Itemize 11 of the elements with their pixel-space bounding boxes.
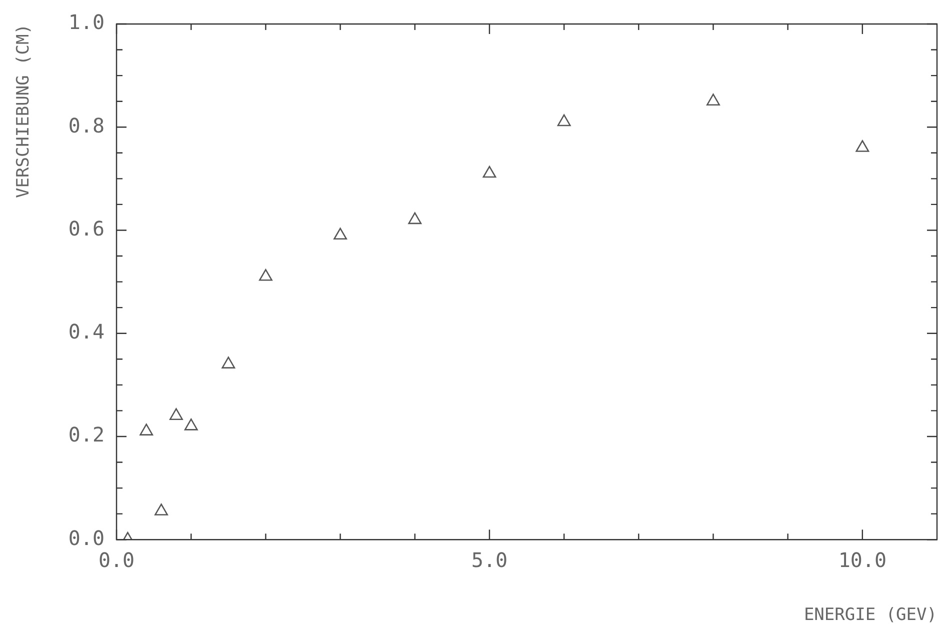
y-axis-title: VERSCHIEBUNG (CM) <box>14 24 34 198</box>
y-tick-label: 0.8 <box>68 113 105 138</box>
x-axis-title: ENERGIE (GEV) <box>804 605 937 626</box>
y-tick-label: 0.2 <box>68 422 105 447</box>
y-tick-label: 1.0 <box>68 10 105 34</box>
x-tick-label: 0.0 <box>98 548 135 572</box>
x-tick-label: 5.0 <box>471 548 508 572</box>
y-tick-label: 0.4 <box>68 320 105 344</box>
x-tick-label: 10.0 <box>838 548 886 572</box>
y-tick-label: 0.6 <box>68 216 105 240</box>
y-tick-label: 0.0 <box>68 526 105 550</box>
